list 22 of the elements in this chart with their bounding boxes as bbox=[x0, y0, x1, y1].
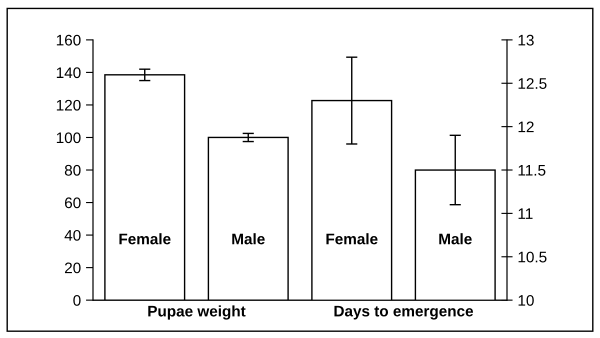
y2-tick-label: 10 bbox=[518, 295, 534, 306]
text: Days to emergence bbox=[334, 306, 474, 320]
y2-tick-label: 12 bbox=[518, 122, 534, 132]
y2-tick-label: 13 bbox=[518, 34, 534, 46]
y2-tick-label: 11.5 bbox=[518, 165, 546, 176]
y-tick-label: 0 bbox=[73, 295, 81, 306]
text: Pupae weight bbox=[148, 305, 246, 320]
y-tick-label: 140 bbox=[56, 67, 81, 78]
y2-tick-label: 11 bbox=[518, 208, 533, 219]
y2-tick-label: 12.5 bbox=[518, 78, 547, 89]
x-tick-label: Male bbox=[232, 233, 265, 244]
y-tick-label: 80 bbox=[64, 164, 81, 176]
x-tick-label: Female bbox=[119, 233, 171, 244]
x-tick-label: Male bbox=[439, 233, 472, 244]
y-tick-label: 120 bbox=[56, 100, 81, 111]
x-tick-label: Female bbox=[326, 233, 378, 244]
y2-tick-label: 10.5 bbox=[518, 252, 547, 262]
y-tick-label: 60 bbox=[64, 197, 81, 208]
y-tick-label: 160 bbox=[56, 34, 81, 46]
y-tick-label: 20 bbox=[64, 262, 81, 274]
y-tick-label: 40 bbox=[64, 230, 81, 241]
y-tick-label: 100 bbox=[56, 132, 81, 144]
